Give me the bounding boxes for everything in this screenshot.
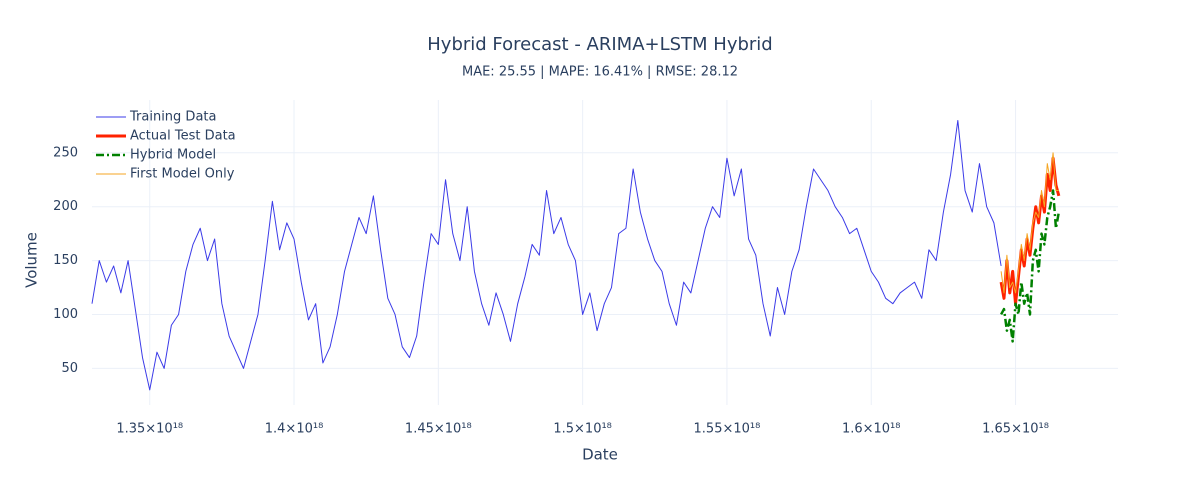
legend-label: Actual Test Data	[130, 129, 236, 144]
x-tick-label: 1.5×10¹⁸	[553, 422, 612, 437]
x-tick-label: 1.45×10¹⁸	[405, 422, 472, 437]
y-tick-label: 200	[53, 199, 78, 214]
y-axis-title: Volume	[23, 232, 41, 288]
chart-title: Hybrid Forecast - ARIMA+LSTM Hybrid	[427, 34, 772, 55]
legend-label: Training Data	[129, 110, 216, 125]
x-tick-label: 1.4×10¹⁸	[265, 422, 324, 437]
y-tick-label: 150	[53, 253, 78, 268]
y-tick-label: 100	[53, 307, 78, 322]
chart-subtitle: MAE: 25.55 | MAPE: 16.41% | RMSE: 28.12	[462, 65, 738, 80]
legend: Training Data Actual Test Data Hybrid Mode…	[96, 110, 236, 182]
plot	[91, 119, 1061, 391]
legend-label: First Model Only	[130, 167, 235, 182]
series-line	[91, 119, 1002, 391]
series-line	[1000, 189, 1061, 343]
x-tick-label: 1.35×10¹⁸	[116, 422, 183, 437]
x-tick-label: 1.65×10¹⁸	[982, 422, 1049, 437]
grid	[92, 100, 1118, 405]
legend-label: Hybrid Model	[130, 148, 216, 163]
x-tick-label: 1.55×10¹⁸	[694, 422, 761, 437]
y-tick-label: 250	[53, 145, 78, 160]
series-line	[1000, 152, 1059, 294]
x-tick-label: 1.6×10¹⁸	[842, 422, 901, 437]
y-tick-label: 50	[61, 361, 78, 376]
x-axis-title: Date	[582, 446, 618, 464]
